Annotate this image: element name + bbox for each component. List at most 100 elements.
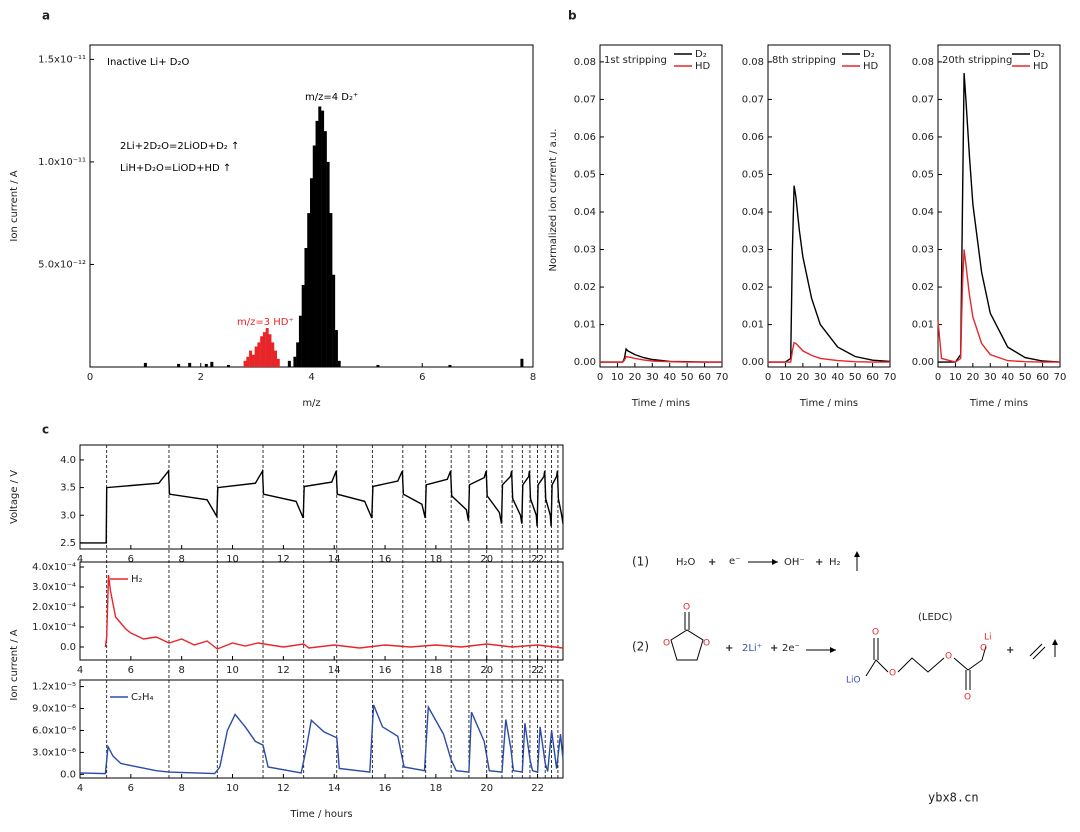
x-tick-label: 0: [87, 372, 93, 383]
plot-frame: [937, 44, 1061, 368]
plot-frame: [79, 561, 564, 661]
plus: +: [815, 557, 823, 568]
x-tick-label: 14: [328, 783, 341, 794]
y-tick-label: 0.02: [742, 282, 764, 293]
atom: Li: [984, 633, 992, 643]
legend-label: HD: [695, 61, 711, 72]
x-tick-label: 18: [430, 554, 443, 565]
x-tick-label: 0: [935, 372, 941, 383]
x-tick-label: 10: [226, 554, 239, 565]
data-line: [80, 468, 564, 544]
y-tick-label: 4.0: [60, 455, 76, 466]
y-tick-label: 0.01: [574, 320, 596, 331]
atom: O: [872, 628, 879, 638]
x-axis-label: Time / mins: [631, 398, 690, 409]
x-tick-label: 20: [480, 554, 493, 565]
annotation: m/z=3 HD⁺: [237, 317, 294, 328]
y-tick-label: 2.5: [60, 538, 76, 549]
ec-ring: [670, 629, 704, 661]
x-tick-label: 4: [77, 665, 83, 676]
x-axis-label: m/z: [302, 398, 320, 409]
y-tick-label: 0.07: [912, 94, 934, 105]
x-tick-label: 40: [831, 372, 844, 383]
species: OH⁻: [784, 557, 805, 568]
x-tick-label: 20: [966, 372, 979, 383]
x-tick-label: 12: [277, 554, 290, 565]
y-tick-label: 0.06: [912, 132, 934, 143]
y-tick-label: 0.04: [742, 207, 764, 218]
annotation: 2Li+2D₂O=2LiOD+D₂ ↑: [120, 141, 239, 152]
y-tick-label: 0.02: [574, 282, 596, 293]
arrow-head: [830, 647, 836, 653]
y-tick-label: 0.05: [912, 169, 934, 180]
data-line: [938, 73, 1061, 363]
y-tick-label: 0.06: [574, 132, 596, 143]
y-tick-label: 0.00: [574, 357, 596, 368]
x-tick-label: 16: [379, 665, 392, 676]
plot-frame: [599, 44, 723, 368]
y-tick-label: 0.02: [912, 282, 934, 293]
y-tick-label: 0.05: [742, 169, 764, 180]
x-tick-label: 22: [531, 665, 544, 676]
y-axis-label: Normalized ion current / a.u.: [548, 129, 559, 272]
plus: +: [708, 557, 716, 568]
y-tick-label: 2.0x10⁻⁴: [32, 602, 76, 613]
y-tick-label: 0.0: [60, 642, 76, 653]
arrow-head: [854, 551, 860, 557]
panel-label: b: [568, 9, 577, 23]
x-tick-label: 22: [531, 554, 544, 565]
x-tick-label: 50: [1019, 372, 1032, 383]
y-tick-label: 0.04: [912, 207, 934, 218]
atom: O: [889, 669, 896, 679]
legend-label: HD: [863, 61, 879, 72]
y-tick-label: 9.0x10⁻⁶: [32, 704, 76, 715]
species-name: (LEDC): [918, 612, 952, 623]
x-tick-label: 4: [77, 783, 83, 794]
x-tick-label: 40: [1001, 372, 1014, 383]
x-tick-label: 30: [814, 372, 827, 383]
y-tick-label: 0.01: [912, 320, 934, 331]
chart-title: 8th stripping: [772, 55, 836, 66]
data-line: [600, 347, 722, 363]
plot-frame: [79, 679, 564, 779]
x-tick-label: 18: [430, 783, 443, 794]
x-tick-label: 4: [308, 372, 314, 383]
y-axis-label: Voltage / V: [9, 470, 20, 524]
x-tick-label: 60: [1036, 372, 1049, 383]
y-tick-label: 0.07: [574, 94, 596, 105]
data-line: [937, 249, 1060, 363]
legend-label: HD: [1033, 61, 1049, 72]
annotation: LiH+D₂O=LiOD+HD ↑: [120, 163, 231, 174]
x-tick-label: 12: [277, 783, 290, 794]
x-tick-label: 60: [698, 372, 711, 383]
y-tick-label: 0.03: [912, 245, 934, 256]
x-tick-label: 6: [128, 554, 134, 565]
y-tick-label: 6.0x10⁻⁶: [32, 725, 76, 736]
atom: O: [964, 693, 971, 703]
x-tick-label: 10: [949, 372, 962, 383]
x-tick-label: 12: [277, 665, 290, 676]
x-tick-label: 0: [597, 372, 603, 383]
legend-label: C₂H₄: [131, 692, 154, 703]
data-line: [768, 341, 890, 363]
y-tick-label: 3.0x10⁻⁶: [32, 747, 76, 758]
x-tick-label: 70: [716, 372, 729, 383]
x-axis-label: Time / hours: [289, 809, 352, 820]
x-tick-label: 8: [530, 372, 536, 383]
y-tick-label: 1.2x10⁻⁵: [32, 682, 76, 693]
x-tick-label: 6: [128, 783, 134, 794]
legend-label: D₂: [1033, 49, 1045, 60]
x-tick-label: 18: [430, 665, 443, 676]
x-tick-label: 8: [178, 665, 184, 676]
x-tick-label: 10: [226, 665, 239, 676]
x-tick-label: 8: [178, 783, 184, 794]
reaction-number: (1): [632, 555, 649, 569]
atom: O: [945, 652, 952, 662]
x-tick-label: 20: [796, 372, 809, 383]
x-tick-label: 10: [779, 372, 792, 383]
y-tick-label: 3.0x10⁻⁴: [32, 582, 76, 593]
chart-title: 20th stripping: [942, 55, 1012, 66]
species: 2e⁻: [782, 643, 800, 654]
x-tick-label: 2: [198, 372, 204, 383]
x-tick-label: 6: [128, 665, 134, 676]
